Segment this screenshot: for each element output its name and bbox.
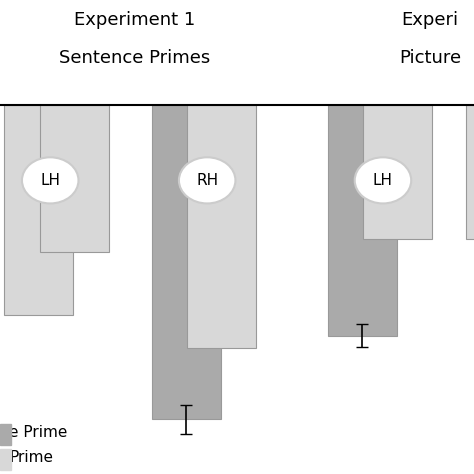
Bar: [152, 105, 221, 419]
Bar: [39, 105, 109, 252]
Ellipse shape: [355, 157, 411, 203]
Text: Sentence Primes: Sentence Primes: [59, 49, 210, 67]
Text: LH: LH: [373, 173, 393, 188]
Text: Experiment 1: Experiment 1: [74, 11, 196, 29]
Bar: [466, 105, 474, 239]
Text: Experi: Experi: [401, 11, 459, 29]
Bar: [363, 105, 432, 239]
Bar: [0, 424, 11, 445]
Text: e Prime: e Prime: [9, 425, 68, 439]
Text: LH: LH: [40, 173, 60, 188]
Bar: [328, 105, 397, 336]
Text: Prime: Prime: [9, 450, 54, 465]
Bar: [0, 449, 11, 470]
Text: RH: RH: [196, 173, 218, 188]
Bar: [4, 105, 73, 315]
Text: Picture: Picture: [399, 49, 461, 67]
Ellipse shape: [22, 157, 79, 203]
Bar: [187, 105, 256, 348]
Ellipse shape: [179, 157, 236, 203]
